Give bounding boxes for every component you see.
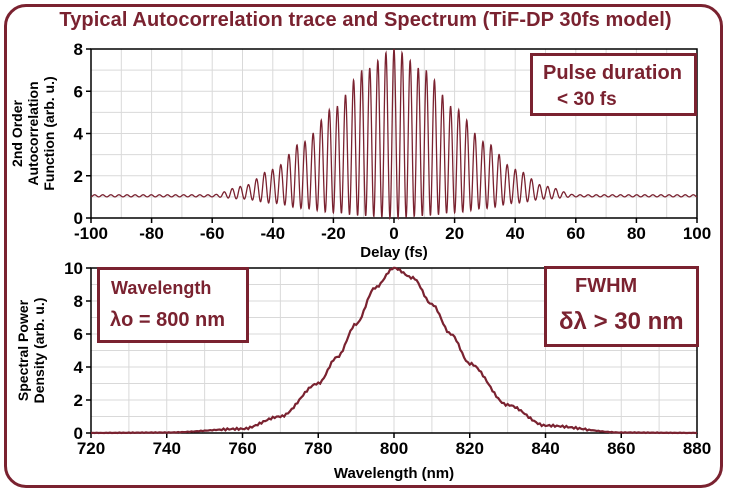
y-tick-label: 0 [74, 209, 83, 228]
spectrum-chart: 720 740 760 780 800 820 840 860 880 0 2 4 6 8 10 Wavele… [15, 259, 711, 482]
pulse-duration-box: Pulse duration < 30 fs [530, 53, 697, 116]
x-tick-label: 860 [607, 439, 635, 458]
x-tick-label: 840 [531, 439, 559, 458]
x-tick-label: -20 [321, 224, 346, 243]
y-tick-label: 6 [74, 82, 83, 101]
x-tick-label: 820 [456, 439, 484, 458]
y-tick-label: 4 [74, 358, 84, 377]
y-axis-label: Spectral Power [15, 299, 31, 401]
fwhm-box: FWHM δλ > 30 nm [544, 266, 699, 347]
x-tick-label: 740 [153, 439, 181, 458]
x-tick-label: 800 [380, 439, 408, 458]
y-axis-label: Autocorrelation [25, 81, 41, 185]
x-axis-label: Delay (fs) [360, 244, 428, 261]
wavelength-value: λo = 800 nm [110, 309, 226, 331]
autocorrelation-chart: -100 -80 -60 -40 -20 0 20 40 60 80 100 0 2 4 6 8 Delay (… [9, 40, 711, 261]
y-tick-label: 8 [74, 292, 83, 311]
wavelength-label: Wavelength [111, 278, 212, 298]
x-tick-label: 780 [304, 439, 332, 458]
pulse-duration-value: < 30 fs [557, 89, 617, 110]
x-tick-label: 720 [77, 439, 105, 458]
y-axis-label: Function (arb. u.) [41, 76, 57, 190]
y-tick-label: 2 [74, 391, 83, 410]
figure-frame [4, 4, 723, 488]
fwhm-label: FWHM [575, 275, 638, 297]
wavelength-box: Wavelength λo = 800 nm [97, 267, 249, 343]
figure-title: Typical Autocorrelation trace and Spectr… [59, 9, 672, 31]
x-tick-label: -100 [74, 224, 108, 243]
x-tick-label: 40 [506, 224, 525, 243]
autocorrelation-trace [90, 48, 698, 221]
y-tick-label: 10 [64, 259, 83, 278]
x-tick-label: 20 [445, 224, 464, 243]
y-tick-label: 0 [74, 424, 83, 443]
spectrum-curve [90, 266, 698, 435]
x-tick-label: 80 [627, 224, 646, 243]
y-tick-label: 2 [74, 167, 83, 186]
x-tick-label: -80 [139, 224, 164, 243]
pulse-duration-label: Pulse duration [543, 62, 682, 84]
y-tick-label: 6 [74, 325, 83, 344]
fwhm-value: δλ > 30 nm [559, 308, 684, 335]
x-tick-label: 60 [566, 224, 585, 243]
y-axis-label: 2nd Order [9, 99, 25, 166]
x-tick-label: 0 [389, 224, 398, 243]
x-tick-label: 100 [683, 224, 711, 243]
x-tick-label: -40 [261, 224, 286, 243]
y-tick-label: 8 [74, 40, 83, 59]
x-tick-label: 880 [683, 439, 711, 458]
x-tick-label: -60 [200, 224, 225, 243]
x-axis-label: Wavelength (nm) [334, 465, 454, 482]
x-tick-label: 760 [228, 439, 256, 458]
y-axis-label: Density (arb. u.) [31, 298, 47, 404]
y-tick-label: 4 [74, 125, 84, 144]
